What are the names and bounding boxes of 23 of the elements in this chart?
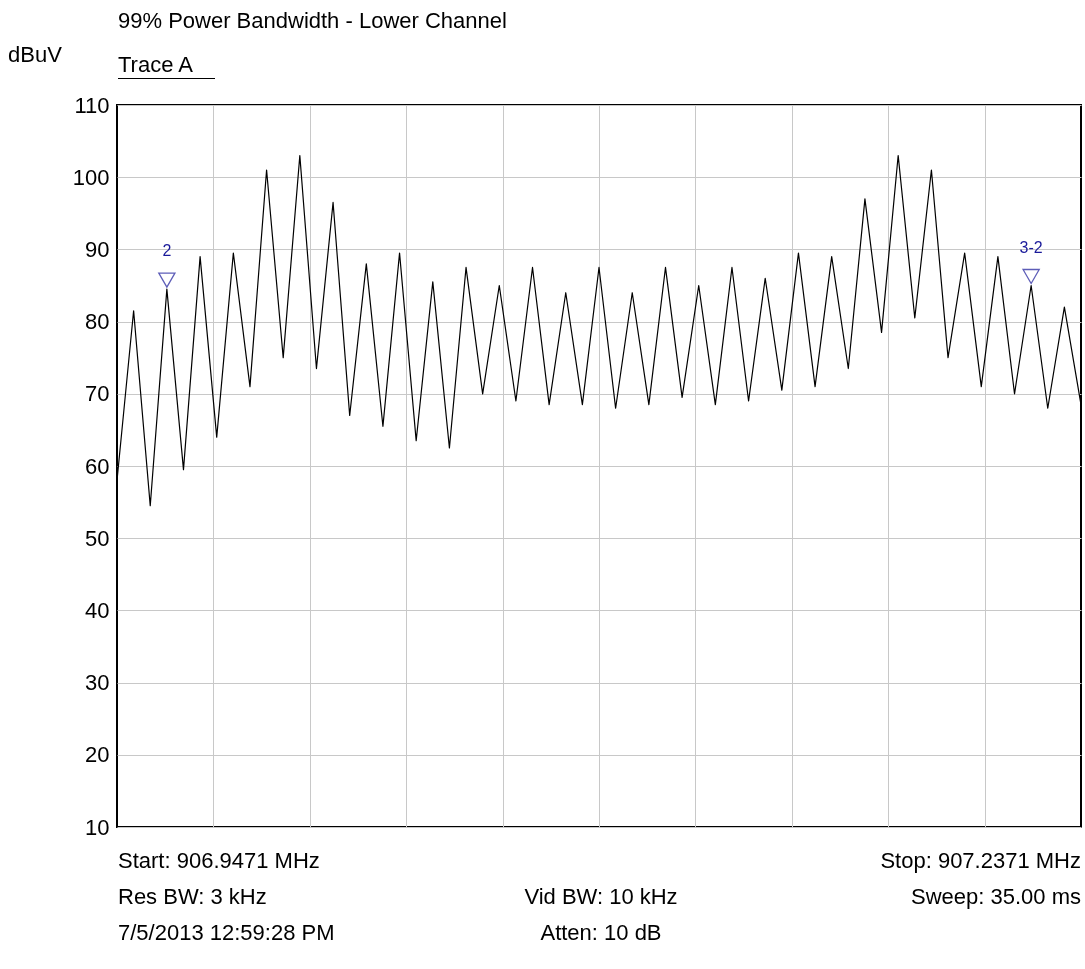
text: Sweep: 35.00 ms [911,884,1081,910]
y-tick-label: 110 [74,92,110,118]
annotation: 3-2 [1019,238,1043,256]
text: Atten: 10 dB [540,920,662,946]
text: Res BW: 3 kHz [118,884,267,910]
y-tick-label: 40 [85,597,110,623]
text: 7/5/2013 12:59:28 PM [118,920,335,946]
text: Stop: 907.2371 MHz [880,848,1081,874]
y-tick-label: 70 [85,381,110,407]
y-tick-label: 90 [85,236,110,262]
y-tick-label: 50 [85,525,110,551]
y-tick-label: 80 [85,309,110,335]
y-axis-title: dBuV [8,42,62,68]
y-tick-label: 30 [85,670,110,696]
chart-title: 99% Power Bandwidth - Lower Channel [118,8,507,34]
y-tick-label: 60 [85,453,110,479]
y-tick-label: 20 [85,742,110,768]
text: Start: 906.9471 MHz [118,848,320,874]
text: Vid BW: 10 kHz [524,884,678,910]
annotation: 2 [162,242,172,260]
chart-subtitle: Trace A [118,52,215,79]
y-tick-label: 10 [85,814,110,840]
y-tick-label: 100 [72,164,110,190]
